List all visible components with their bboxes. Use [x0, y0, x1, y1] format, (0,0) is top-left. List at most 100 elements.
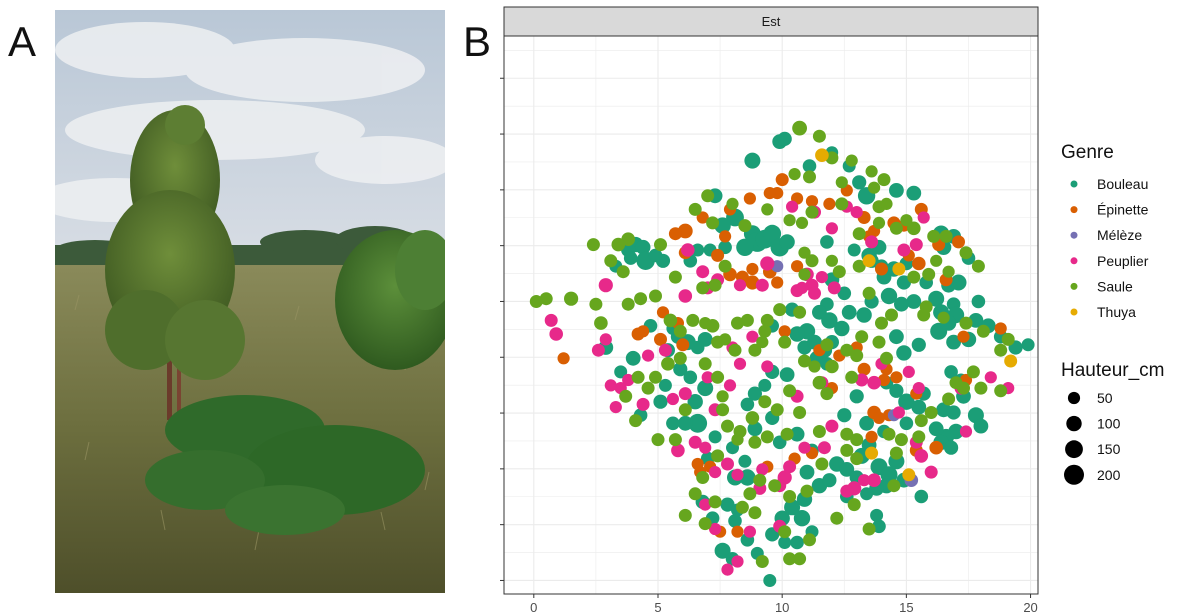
data-point	[668, 227, 682, 241]
data-point	[678, 387, 692, 401]
data-point	[786, 200, 799, 213]
data-point	[740, 313, 754, 327]
data-point	[894, 433, 908, 447]
data-point	[708, 278, 722, 292]
data-point	[914, 489, 929, 504]
data-point	[907, 270, 921, 284]
data-point	[805, 254, 819, 268]
x-tick-label: 20	[1023, 600, 1037, 615]
data-point	[840, 343, 854, 357]
data-point	[973, 418, 989, 434]
size-key	[1064, 464, 1084, 485]
x-tick-label: 10	[775, 600, 789, 615]
size-legend-label: 100	[1097, 416, 1121, 432]
data-point	[959, 246, 973, 260]
data-point	[877, 373, 891, 387]
data-point	[719, 333, 732, 346]
data-point	[696, 211, 709, 224]
data-point	[911, 337, 926, 352]
data-point	[760, 313, 774, 327]
field-photo	[55, 10, 445, 593]
data-point	[719, 230, 732, 243]
data-point	[889, 329, 904, 345]
data-point	[721, 419, 734, 433]
data-point	[708, 430, 722, 444]
data-point	[909, 238, 923, 252]
data-point	[852, 227, 866, 241]
data-point	[812, 129, 826, 143]
data-point	[705, 319, 720, 333]
data-point	[870, 508, 884, 522]
data-point	[793, 552, 807, 566]
data-point	[771, 276, 784, 289]
data-point	[865, 430, 878, 443]
data-point	[663, 313, 678, 328]
size-legend-title: Hauteur_cm	[1061, 360, 1165, 381]
data-point	[825, 222, 838, 235]
data-point	[589, 297, 603, 311]
data-point	[877, 173, 891, 187]
data-point	[966, 365, 980, 379]
data-point	[820, 387, 834, 401]
data-point	[761, 360, 774, 373]
data-point	[793, 305, 807, 319]
data-point	[747, 421, 763, 437]
data-point	[688, 487, 702, 501]
data-point	[784, 499, 801, 516]
data-point	[928, 290, 945, 307]
data-point	[529, 295, 543, 308]
data-point	[743, 192, 756, 205]
data-point	[847, 243, 861, 257]
data-point	[673, 324, 687, 338]
data-point	[865, 165, 878, 178]
data-point	[549, 327, 563, 341]
data-point	[683, 370, 698, 385]
data-point	[625, 350, 641, 366]
data-point	[887, 479, 901, 493]
data-point	[748, 343, 762, 357]
data-point	[823, 197, 836, 210]
data-point	[845, 154, 858, 167]
data-point	[586, 238, 600, 252]
data-point	[789, 426, 805, 442]
data-point	[792, 120, 807, 136]
data-point	[718, 259, 732, 273]
legend-key-saule	[1070, 282, 1078, 290]
legend-label: Épinette	[1097, 202, 1149, 218]
data-point	[795, 216, 809, 229]
data-point	[623, 251, 638, 265]
data-point	[778, 325, 791, 338]
data-point	[889, 183, 904, 198]
data-point	[758, 395, 772, 409]
data-point	[803, 170, 816, 184]
data-point	[798, 354, 811, 368]
data-point	[798, 441, 811, 454]
data-point	[736, 238, 754, 256]
data-point	[697, 380, 714, 397]
data-point	[834, 320, 850, 337]
data-point	[651, 433, 665, 447]
data-point	[763, 187, 776, 200]
data-point	[917, 211, 930, 224]
data-point	[976, 324, 990, 338]
data-point	[912, 430, 926, 444]
data-point	[604, 379, 617, 392]
data-point	[815, 457, 829, 471]
data-point	[673, 362, 688, 377]
data-point	[731, 316, 744, 330]
data-point	[894, 296, 909, 312]
data-point	[666, 392, 679, 406]
data-point	[906, 185, 922, 201]
size-legend-entries: 50 100 150 200	[1064, 390, 1121, 485]
data-point	[855, 330, 869, 344]
data-point	[688, 435, 702, 449]
series-thuya	[815, 148, 1018, 482]
data-point	[688, 413, 708, 433]
data-point	[912, 256, 926, 271]
data-point	[564, 291, 579, 306]
data-point	[756, 336, 769, 349]
data-point	[678, 289, 693, 303]
data-point	[872, 216, 886, 229]
data-point	[743, 487, 757, 501]
data-point	[959, 425, 973, 438]
